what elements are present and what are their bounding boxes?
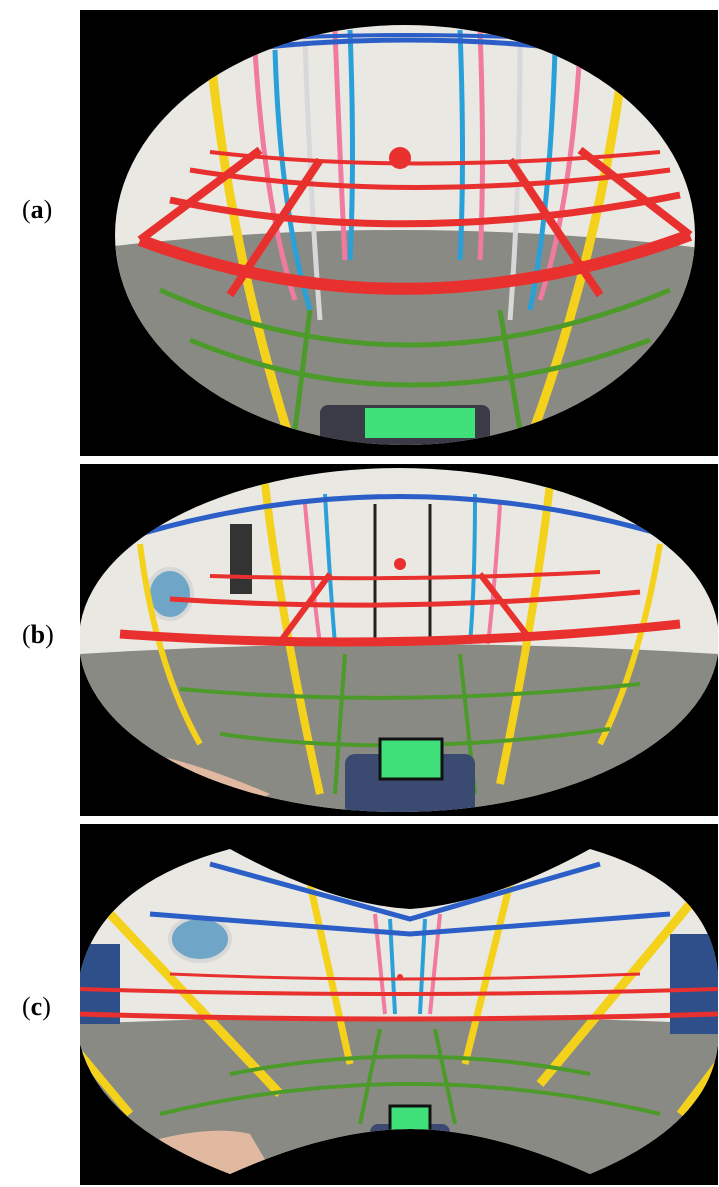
panel-c-image	[80, 824, 718, 1185]
blue-top-bar	[209, 861, 601, 922]
paren-close: )	[42, 992, 51, 1021]
yellow-bar	[525, 49, 630, 442]
fisheye-image-c	[80, 849, 718, 1174]
pink-bar	[332, 29, 348, 261]
panel-label-a: (a)	[22, 195, 52, 225]
green-bar	[158, 287, 671, 348]
green-bar	[358, 1028, 382, 1125]
red-bar	[226, 157, 324, 298]
yellow-bar	[306, 883, 354, 1065]
red-bar	[189, 167, 671, 190]
label-letter: c	[30, 992, 43, 1021]
wall-mirror	[168, 915, 232, 963]
panel-label-b: (b)	[22, 620, 54, 650]
red-bar	[277, 572, 333, 644]
cyan-bar	[457, 29, 465, 261]
green-bar	[179, 682, 641, 700]
green-bar	[497, 309, 523, 431]
door	[230, 524, 252, 594]
green-bar	[292, 309, 313, 431]
green-bar	[159, 1082, 661, 1116]
yellow-bar	[261, 483, 324, 795]
paren-open: (	[22, 992, 31, 1021]
panel-label-c: (c)	[22, 992, 51, 1022]
paren-close: )	[43, 195, 53, 224]
red-bar	[169, 589, 641, 608]
cyan-bar	[527, 49, 558, 311]
paren-open: (	[22, 195, 31, 224]
cyan-bar	[347, 29, 355, 261]
red-bar	[506, 157, 604, 298]
pink-bar	[477, 29, 485, 261]
red-bar	[119, 619, 681, 647]
paren-close: )	[45, 620, 54, 649]
wall-poster	[670, 934, 718, 1034]
red-ball	[397, 974, 403, 980]
panel-b-image	[80, 464, 718, 816]
green-bar	[433, 1028, 457, 1125]
yellow-bar	[597, 543, 663, 746]
yellow-bar	[106, 910, 284, 1098]
yellow-bar	[137, 543, 203, 746]
green-bar	[333, 653, 347, 795]
yellow-bar	[80, 1051, 134, 1117]
red-bar	[577, 146, 693, 239]
red-bar	[477, 572, 533, 641]
blue-top-bar	[149, 911, 671, 937]
floor	[80, 1016, 718, 1174]
tablet-screen	[388, 1104, 432, 1143]
pink-bar	[486, 503, 502, 645]
label-letter: a	[30, 195, 44, 224]
red-bar	[209, 570, 601, 581]
red-bar	[80, 987, 718, 996]
blue-top-bar	[139, 494, 661, 537]
fisheye-image-b	[80, 468, 718, 812]
red-bar	[169, 191, 681, 228]
tablet-screen	[378, 737, 444, 781]
green-bar	[229, 1054, 591, 1076]
red-bar	[137, 146, 263, 244]
red-bar	[80, 1011, 718, 1022]
floor	[80, 644, 718, 812]
yellow-bar	[461, 883, 514, 1065]
yellow-bar	[205, 49, 295, 442]
wall-poster	[80, 944, 120, 1024]
red-ball	[389, 147, 411, 169]
green-bar	[189, 337, 651, 388]
tablet-screen	[365, 408, 475, 438]
red-ball	[394, 558, 406, 570]
red-bar	[169, 972, 641, 981]
label-letter: b	[30, 620, 46, 649]
wall-mirror	[146, 567, 194, 621]
fisheye-image-a	[115, 25, 695, 445]
yellow-bar	[536, 901, 694, 1087]
paren-open: (	[22, 620, 31, 649]
operator-lap	[370, 1124, 450, 1174]
panel-a-image	[80, 10, 718, 456]
red-bar	[137, 229, 693, 295]
